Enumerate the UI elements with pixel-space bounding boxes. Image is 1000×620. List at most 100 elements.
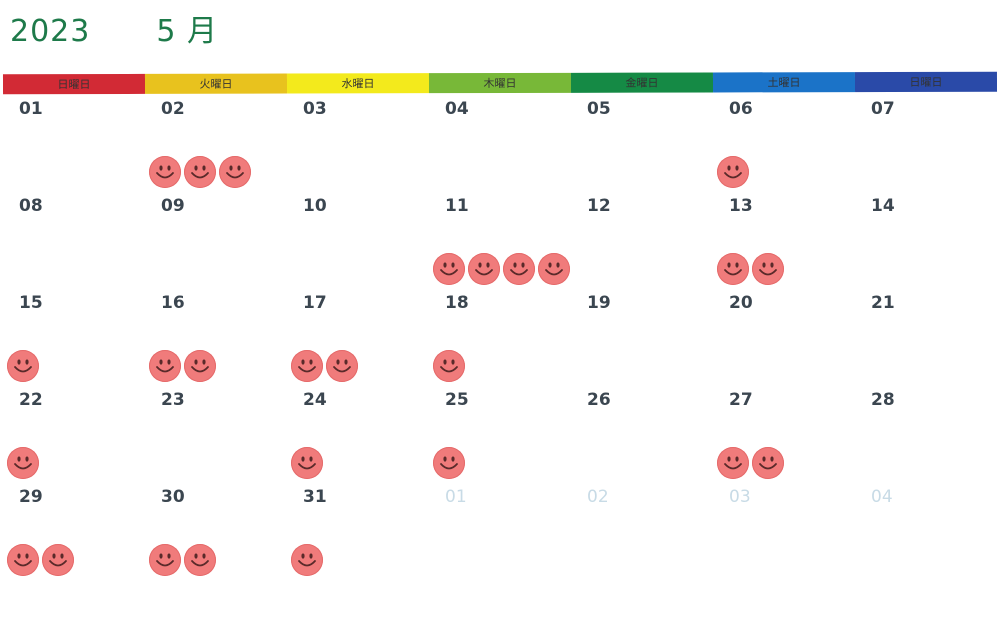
day-number: 15: [19, 293, 43, 313]
calendar-day-cell[interactable]: 05: [571, 93, 713, 190]
calendar-day-cell[interactable]: 13: [713, 190, 855, 287]
weekday-header-2: 水曜日: [286, 73, 430, 94]
day-number: 27: [729, 390, 753, 410]
calendar-day-cell[interactable]: 18: [429, 287, 571, 384]
calendar-day-cell[interactable]: 04: [855, 481, 997, 578]
day-number: 06: [729, 99, 753, 119]
calendar-day-cell[interactable]: 01: [3, 93, 145, 190]
day-number: 13: [729, 196, 753, 216]
calendar-day-cell[interactable]: 02: [571, 481, 713, 578]
day-number: 05: [587, 99, 611, 119]
day-number: 23: [161, 390, 185, 410]
day-number: 10: [303, 196, 327, 216]
smiley-face-icon: [752, 447, 784, 479]
day-number: 02: [161, 99, 185, 119]
calendar-day-cell[interactable]: 14: [855, 190, 997, 287]
day-number: 01: [19, 99, 43, 119]
calendar-day-cell[interactable]: 24: [287, 384, 429, 481]
smiley-face-icon: [42, 544, 74, 576]
day-number: 22: [19, 390, 43, 410]
smiley-face-icon: [149, 350, 181, 382]
calendar-day-cell[interactable]: 27: [713, 384, 855, 481]
day-number: 30: [161, 487, 185, 507]
calendar-day-cell[interactable]: 03: [713, 481, 855, 578]
calendar-day-cell[interactable]: 30: [145, 481, 287, 578]
day-number: 04: [445, 99, 469, 119]
smiley-face-icon: [149, 544, 181, 576]
calendar-day-cell[interactable]: 20: [713, 287, 855, 384]
calendar-week-row: 29 30 31 01 02 03 04: [3, 481, 997, 578]
day-number: 07: [871, 99, 895, 119]
day-number: 03: [303, 99, 327, 119]
day-number: 08: [19, 196, 43, 216]
day-number: 04: [871, 487, 893, 507]
calendar-grid: 01 02 03 04 05 06 07 08 09 10 11 12 13 14 15 16 17 18 19 20…: [3, 93, 997, 578]
calendar-day-cell[interactable]: 26: [571, 384, 713, 481]
smiley-stamps: [149, 544, 216, 576]
day-number: 09: [161, 196, 185, 216]
calendar-day-cell[interactable]: 23: [145, 384, 287, 481]
smiley-face-icon: [433, 447, 465, 479]
calendar-week-row: 22 23 24 25 26 27 28: [3, 384, 997, 481]
calendar-day-cell[interactable]: 28: [855, 384, 997, 481]
smiley-face-icon: [538, 253, 570, 285]
calendar-day-cell[interactable]: 11: [429, 190, 571, 287]
calendar-day-cell[interactable]: 08: [3, 190, 145, 287]
smiley-stamps: [291, 544, 323, 576]
calendar-day-cell[interactable]: 16: [145, 287, 287, 384]
calendar-day-cell[interactable]: 06: [713, 93, 855, 190]
weekday-header-6: 日曜日: [854, 71, 998, 93]
calendar-day-cell[interactable]: 12: [571, 190, 713, 287]
smiley-stamps: [433, 253, 570, 285]
calendar-day-cell[interactable]: 25: [429, 384, 571, 481]
calendar-day-cell[interactable]: 31: [287, 481, 429, 578]
day-number: 29: [19, 487, 43, 507]
smiley-stamps: [717, 156, 749, 188]
day-number: 21: [871, 293, 895, 313]
smiley-stamps: [433, 350, 465, 382]
smiley-face-icon: [7, 544, 39, 576]
smiley-face-icon: [717, 447, 749, 479]
smiley-face-icon: [7, 447, 39, 479]
smiley-face-icon: [149, 156, 181, 188]
day-number: 28: [871, 390, 895, 410]
smiley-face-icon: [291, 447, 323, 479]
smiley-stamps: [149, 156, 251, 188]
day-number: 12: [587, 196, 611, 216]
smiley-stamps: [7, 350, 39, 382]
calendar-day-cell[interactable]: 04: [429, 93, 571, 190]
weekday-header-4: 金曜日: [570, 72, 714, 93]
day-number: 14: [871, 196, 895, 216]
weekday-header-1: 火曜日: [144, 73, 288, 94]
year-label: 2023: [10, 14, 91, 49]
weekday-header-bar: 日曜日 火曜日 水曜日 木曜日 金曜日 土曜日 日曜日: [2, 71, 998, 95]
smiley-face-icon: [503, 253, 535, 285]
calendar-day-cell[interactable]: 22: [3, 384, 145, 481]
calendar-week-row: 15 16 17 18 19 20 21: [3, 287, 997, 384]
smiley-face-icon: [433, 350, 465, 382]
calendar-day-cell[interactable]: 02: [145, 93, 287, 190]
smiley-stamps: [717, 447, 784, 479]
calendar-day-cell[interactable]: 09: [145, 190, 287, 287]
smiley-stamps: [291, 447, 323, 479]
smiley-stamps: [149, 350, 216, 382]
weekday-header-0: 日曜日: [2, 73, 146, 95]
calendar-day-cell[interactable]: 21: [855, 287, 997, 384]
weekday-header-5: 土曜日: [712, 72, 856, 93]
calendar-day-cell[interactable]: 10: [287, 190, 429, 287]
smiley-face-icon: [433, 253, 465, 285]
smiley-face-icon: [291, 544, 323, 576]
smiley-face-icon: [326, 350, 358, 382]
day-number: 25: [445, 390, 469, 410]
smiley-face-icon: [219, 156, 251, 188]
calendar-day-cell[interactable]: 29: [3, 481, 145, 578]
calendar-title: 2023 5 月: [10, 6, 218, 50]
calendar-day-cell[interactable]: 19: [571, 287, 713, 384]
smiley-face-icon: [184, 156, 216, 188]
calendar-day-cell[interactable]: 17: [287, 287, 429, 384]
calendar-day-cell[interactable]: 15: [3, 287, 145, 384]
calendar-day-cell[interactable]: 03: [287, 93, 429, 190]
day-number: 26: [587, 390, 611, 410]
calendar-day-cell[interactable]: 07: [855, 93, 997, 190]
calendar-day-cell[interactable]: 01: [429, 481, 571, 578]
